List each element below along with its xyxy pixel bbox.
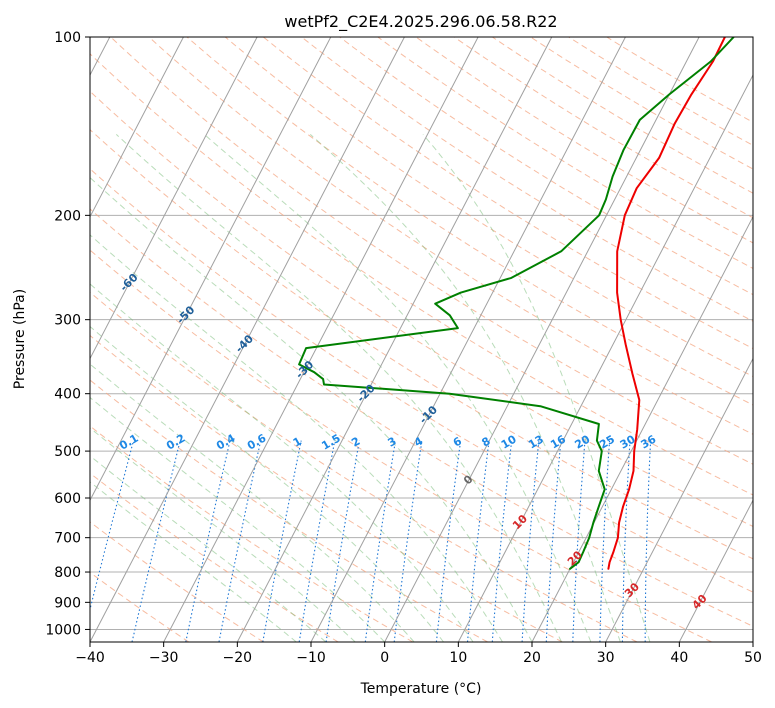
series-layer <box>298 37 735 570</box>
y-tick-label: 500 <box>54 444 81 460</box>
x-tick-label: −40 <box>75 650 105 666</box>
isotherm-line <box>310 37 626 642</box>
y-tick-label: 300 <box>54 313 81 329</box>
isotherm-line <box>678 499 753 642</box>
dry-adiabat <box>110 37 753 465</box>
mixing-ratio-line <box>521 440 540 642</box>
moist-adiabat <box>90 325 444 642</box>
moist-adiabat <box>90 455 327 642</box>
mixing-ratio-line <box>435 440 462 642</box>
mixing-ratio-line <box>599 440 611 642</box>
x-tick-label: 50 <box>744 650 762 666</box>
x-tick-label: −30 <box>149 650 179 666</box>
moist-adiabat <box>309 134 621 642</box>
isotherm-line <box>163 37 479 642</box>
moist-adiabat <box>90 234 503 642</box>
moist-adiabat <box>90 363 415 642</box>
plot-frame <box>89 36 754 643</box>
mixing-ratio-line <box>545 440 562 642</box>
dewpoint-profile-line <box>298 37 735 570</box>
isotherm-line <box>90 37 405 642</box>
dry-adiabat <box>90 425 414 642</box>
isotherm-line <box>236 37 553 642</box>
y-tick-label: 400 <box>54 387 81 403</box>
dry-adiabat <box>148 37 753 435</box>
x-tick-label: 0 <box>380 650 389 666</box>
plot-area: 0.10.20.40.611.52346810131620253036-100-… <box>90 37 753 642</box>
dry-adiabat <box>415 37 753 244</box>
dry-adiabat <box>90 168 753 593</box>
x-tick-label: 20 <box>523 650 541 666</box>
mixing-ratio-line <box>466 440 490 642</box>
dry-adiabat <box>224 37 753 377</box>
moist-adiabat <box>115 134 562 642</box>
isotherm-line <box>90 37 332 502</box>
mixing-ratio-line <box>393 440 423 642</box>
moist-adiabat <box>90 481 297 642</box>
isotherm-line <box>90 37 184 218</box>
y-tick-label: 200 <box>54 208 81 224</box>
moist-adiabat <box>90 396 386 642</box>
y-tick-label: 800 <box>54 565 81 581</box>
x-tick-label: 40 <box>670 650 688 666</box>
dry-adiabat <box>453 37 753 219</box>
y-axis-label: Pressure (hPa) <box>12 289 28 389</box>
chart-title: wetPf2_C2E4.2025.296.06.58.R22 <box>284 12 557 32</box>
axes: −40 −30 −20 −10 0 10 20 30 40 50 100 200 300 400 500 60… <box>45 30 762 666</box>
temperature-profile-line <box>607 37 726 570</box>
dry-adiabat <box>90 249 712 642</box>
dry-adiabat <box>186 37 753 406</box>
x-tick-label: 30 <box>597 650 615 666</box>
x-tick-label: −10 <box>296 650 326 666</box>
moist-adiabat <box>90 283 474 642</box>
isotherm-line <box>90 37 258 360</box>
dry-adiabat <box>377 37 753 269</box>
moist-adiabat <box>422 134 651 642</box>
y-tick-label: 900 <box>54 595 81 611</box>
mixing-ratio-line <box>621 440 631 642</box>
moist-adiabats <box>90 134 651 642</box>
mixing-ratio-line <box>491 440 513 642</box>
y-tick-label: 600 <box>54 491 81 507</box>
dry-adiabat <box>263 37 753 350</box>
dry-adiabat <box>90 291 638 642</box>
dry-adiabats <box>90 37 753 642</box>
isotherm-line <box>605 357 753 642</box>
isotherm-line <box>457 73 753 642</box>
isotherm-line <box>531 215 753 642</box>
mixing-ratio-line <box>131 440 181 642</box>
dry-adiabat <box>530 37 753 170</box>
dry-adiabat <box>90 334 563 642</box>
y-tick-label: 100 <box>54 30 81 46</box>
x-tick-label: 10 <box>449 650 467 666</box>
dry-adiabat <box>90 129 753 560</box>
y-tick-label: 700 <box>54 531 81 547</box>
x-tick-label: −20 <box>223 650 253 666</box>
dry-adiabat <box>90 472 339 642</box>
dry-adiabat <box>492 37 753 194</box>
y-tick-label: 1000 <box>45 622 81 638</box>
isotherm-line <box>384 37 700 642</box>
moist-adiabat <box>90 176 533 642</box>
isotherms <box>90 37 753 642</box>
mixing-ratio-line <box>572 440 586 642</box>
moist-adiabat <box>203 134 592 642</box>
mixing-ratio-line <box>644 440 652 642</box>
x-axis-label: Temperature (°C) <box>360 681 482 697</box>
mixing-ratio-lines <box>90 440 652 642</box>
mixing-ratio-line <box>90 440 135 612</box>
dry-adiabat <box>568 37 753 146</box>
dry-adiabat <box>90 208 753 627</box>
